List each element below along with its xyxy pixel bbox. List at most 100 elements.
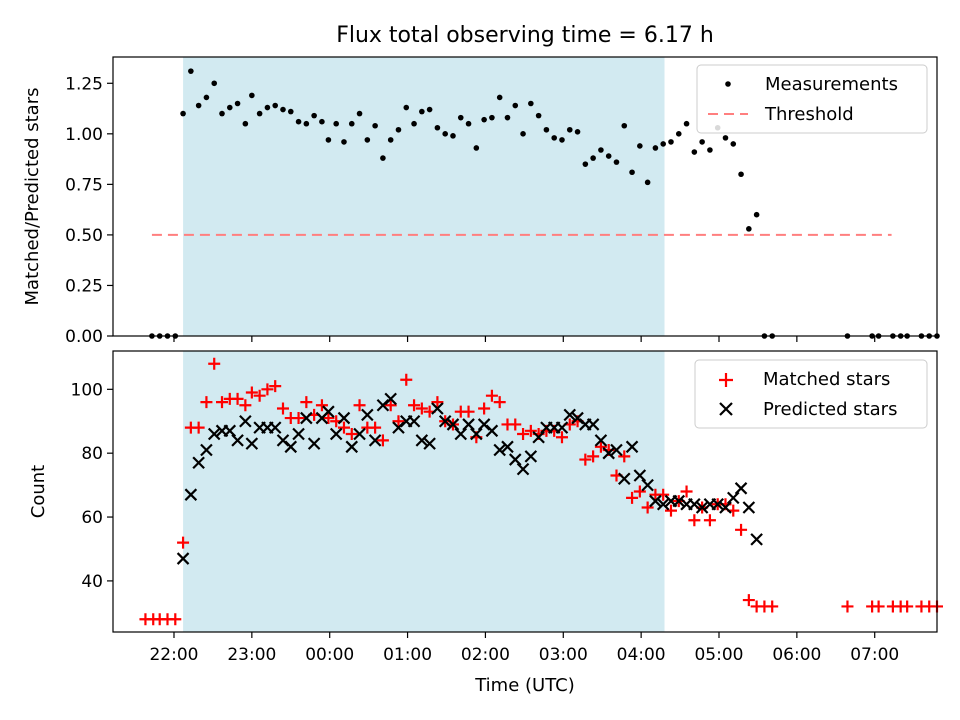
measurement-point <box>512 102 519 109</box>
predicted-star-point <box>268 421 282 434</box>
measurement-point <box>566 126 573 133</box>
matched-star-point <box>208 357 221 370</box>
measurement-point <box>311 112 317 119</box>
predicted-star-point <box>200 443 213 457</box>
ratio-y-tick-label: 0.50 <box>65 226 103 246</box>
measurement-point <box>613 159 620 165</box>
measurement-point <box>272 102 279 109</box>
measurement-point <box>264 104 271 111</box>
matched-star-point <box>431 396 444 409</box>
measurement-point <box>234 100 241 107</box>
matched-star-point <box>408 399 421 412</box>
count-x-ticks: 22:00 23:00 00:00 01:00 02:00 03:00 04:00 05:00… <box>149 632 899 665</box>
predicted-star-point <box>711 497 724 511</box>
predicted-star-point <box>292 427 305 441</box>
measurement-point <box>675 131 682 137</box>
ratio-y-ticks: 0.00 0.25 0.50 0.75 1.00 1.25 <box>65 74 113 347</box>
predicted-star-point <box>485 424 499 438</box>
measurement-point <box>287 108 294 115</box>
predicted-star-point <box>423 437 436 450</box>
x-tick-label: 02:00 <box>461 645 510 665</box>
matched-star-point <box>392 415 405 428</box>
count-points <box>139 357 943 626</box>
matched-star-point <box>245 386 258 399</box>
measurement-point <box>211 80 218 87</box>
predicted-star-point <box>493 443 506 457</box>
measurement-point <box>652 145 659 151</box>
predicted-star-point <box>555 421 569 434</box>
predicted-star-point <box>438 414 452 428</box>
measurement-point <box>730 141 737 147</box>
matched-star-point <box>177 536 190 549</box>
x-tick-label: 05:00 <box>694 645 743 665</box>
predicted-star-point <box>508 453 522 466</box>
measurement-point <box>520 131 526 137</box>
predicted-star-point <box>300 411 313 425</box>
measurement-point <box>348 120 355 127</box>
predicted-star-point <box>207 427 221 441</box>
measurement-point <box>450 133 456 139</box>
count-y-tick-label: 100 <box>71 380 103 400</box>
matched-star-point <box>766 600 779 613</box>
predicted-star-point <box>625 440 639 454</box>
x-tick-label: 23:00 <box>227 645 276 665</box>
matched-star-point <box>688 514 701 527</box>
legend-predicted-marker <box>719 402 733 416</box>
count-y-label: Count <box>28 465 49 518</box>
matched-star-point <box>269 380 282 393</box>
predicted-star-point <box>337 411 351 425</box>
matched-star-point <box>657 488 670 501</box>
measurement-point <box>535 112 542 119</box>
measurement-point <box>707 147 713 153</box>
measurement-point <box>543 126 550 133</box>
x-tick-label: 06:00 <box>772 645 821 665</box>
matched-star-point <box>322 412 335 425</box>
measurement-point <box>699 139 705 145</box>
matched-star-point <box>478 402 491 415</box>
predicted-star-point <box>245 437 259 450</box>
measurement-point <box>203 94 210 101</box>
measurement-point <box>683 120 690 127</box>
matched-star-point <box>369 421 382 434</box>
matched-star-point <box>253 389 266 402</box>
measurement-point <box>753 211 760 218</box>
matched-star-point <box>292 412 305 425</box>
measurement-point <box>380 155 386 161</box>
ratio-legend: Measurements Threshold <box>696 64 928 134</box>
measurement-point <box>644 179 651 186</box>
measurement-point <box>621 122 628 129</box>
chart-title: Flux total observing time = 6.17 h <box>336 23 714 48</box>
measurement-point <box>426 106 433 113</box>
matched-star-point <box>524 424 537 437</box>
ratio-y-tick-label: 1.25 <box>65 74 103 94</box>
measurement-point <box>333 120 339 127</box>
matched-star-point <box>517 428 530 441</box>
matched-star-point <box>618 450 631 463</box>
ratio-y-tick-label: 0.25 <box>65 276 103 296</box>
measurement-point <box>746 226 752 232</box>
x-tick-label: 00:00 <box>305 645 354 665</box>
measurement-point <box>280 106 286 113</box>
measurement-point <box>356 110 363 117</box>
matched-star-point <box>493 396 506 409</box>
matched-star-point <box>872 600 885 613</box>
matched-star-point <box>680 485 693 498</box>
x-axis-label: Time (UTC) <box>474 675 575 696</box>
measurement-point <box>496 94 503 101</box>
matched-star-point <box>664 504 677 517</box>
matched-star-point <box>300 396 313 409</box>
matched-star-point <box>841 600 854 613</box>
legend-predicted-label: Predicted stars <box>763 399 897 420</box>
predicted-star-point <box>384 392 397 406</box>
predicted-star-point <box>368 434 382 447</box>
matched-star-point <box>462 405 475 418</box>
predicted-star-point <box>501 440 514 454</box>
matched-star-point <box>735 523 748 536</box>
count-y-ticks: 40 60 80 100 <box>71 380 113 592</box>
measurement-point <box>195 102 202 109</box>
x-tick-label: 03:00 <box>539 645 588 665</box>
matched-star-point <box>231 392 244 405</box>
count-legend: Matched stars Predicted stars <box>694 359 928 429</box>
predicted-star-point <box>223 424 237 438</box>
predicted-star-point <box>750 533 763 546</box>
